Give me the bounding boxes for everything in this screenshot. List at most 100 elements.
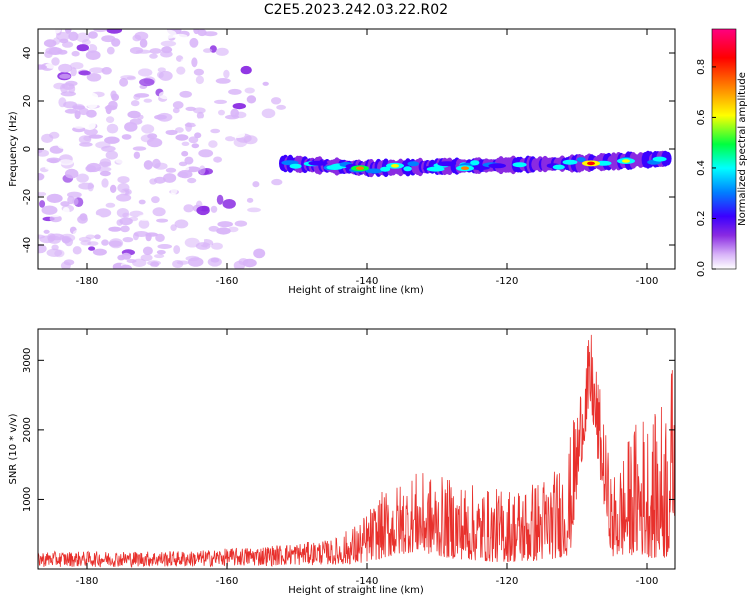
snr-y-label: SNR (10 * v/v) [8,413,19,484]
heatmap-noise-blob [163,173,177,183]
heatmap-noise-blob [216,227,231,235]
snr-ticks: -180 -160 -140 -120 -100 1000 2000 3000 [22,329,675,587]
heatmap-noise-blob [231,131,245,138]
heatmap-noise-blob [94,234,101,240]
heatmap-noise-blob [106,46,115,55]
y-tick-label: 2000 [22,417,33,442]
heatmap-noise-blob [197,29,207,37]
heatmap-peak [587,161,595,166]
heatmap-noise-blob [88,31,98,39]
heatmap-noise-blob [210,205,218,213]
heatmap-noise-blob [138,199,146,205]
heatmap-noise-blob [183,204,194,213]
heatmap-noise-blob [85,92,98,101]
heatmap-band-highlight [403,166,412,172]
heatmap-noise-blob [108,240,122,247]
heatmap-noise-blob [47,233,56,242]
heatmap-noise-blob [68,31,79,41]
heatmap-noise-blob [134,93,150,98]
heatmap-noise-blob [38,244,47,254]
heatmap-noise-blob [156,218,169,223]
heatmap-noise-blob [175,134,189,141]
heatmap-noise-blob [253,248,266,259]
heatmap-noise-blob [188,136,199,144]
heatmap-noise-blob [43,229,50,234]
heatmap-noise-blob [227,226,239,233]
heatmap-noise-blob [180,58,187,67]
heatmap-noise-blob [120,75,136,80]
heatmap-noise-blob [46,193,63,203]
colorbar-ticks: 0.0 0.2 0.4 0.6 0.8 [696,59,716,277]
heatmap-noise-blob [58,159,74,166]
heatmap-noise-blob [104,105,118,111]
heatmap-noise-blob [178,51,193,57]
heatmap-noise-blob [117,254,126,261]
heatmap-noise-blob [132,146,147,151]
heatmap-noise-blob [38,234,45,239]
heatmap-noise-blob [196,111,204,120]
heatmap-noise-blob [38,223,48,230]
heatmap-noise-blob [79,213,88,221]
heatmap-noise-blob [211,242,223,250]
heatmap-noise-blob [187,257,204,267]
heatmap-noise-blob [132,221,141,228]
heatmap-noise-blob [223,69,230,79]
heatmap-noise-blob [76,32,90,43]
heatmap-noise-blob [216,194,224,205]
heatmap-noise-blob [71,120,87,129]
heatmap-noise-blob [70,67,77,77]
x-tick-label: -120 [496,276,519,287]
x-tick-label: -120 [496,576,519,587]
heatmap-noise-blob [130,100,140,107]
heatmap-noise-blob [203,31,218,37]
heatmap-noise-blob [262,81,269,86]
heatmap-noise-blob [119,77,129,87]
heatmap-noise-blob [194,132,202,139]
heatmap-noise-blob [87,241,99,246]
heatmap-noise-blob [59,73,71,79]
heatmap-noise-blob [141,124,155,134]
colorbar-tick-label: 0.8 [696,59,707,75]
heatmap-noise-blob [134,106,142,112]
heatmap-noise-blob [193,68,204,76]
heatmap-noise-blob [134,31,149,41]
heatmap-noise-blob [78,70,91,76]
heatmap-band-highlight [576,157,586,163]
heatmap-noise-blob [172,107,180,114]
heatmap-noise-blob [61,236,70,244]
heatmap-noise-blob [138,68,153,77]
colorbar-tick-label: 0.6 [696,109,707,125]
heatmap-noise-blob [51,57,60,66]
y-tick-label: -20 [22,189,33,205]
y-tick-label: 0 [22,146,33,152]
heatmap-noise-blob [170,224,177,232]
heatmap-noise-blob [116,193,132,202]
y-tick-label: 20 [22,95,33,108]
heatmap-noise-blob [276,104,286,110]
heatmap-noise-blob [105,150,119,160]
heatmap-noise-blob [62,220,72,229]
heatmap-noise-blob [139,78,155,87]
colorbar-frame [711,28,737,270]
x-tick-label: -140 [356,276,379,287]
heatmap-noise-blob [198,149,214,158]
heatmap-noise-blob [174,219,189,229]
heatmap-noise-blob [181,141,190,146]
heatmap-noise-blob [38,64,47,70]
heatmap-noise-blob [210,128,221,134]
heatmap-noise-blob [155,233,165,242]
heatmap-noise-blob [165,129,178,136]
heatmap-noise-blob [68,84,76,94]
heatmap-band-highlight [308,160,328,166]
heatmap-noise-blob [154,162,168,170]
heatmap-noise-blob [48,158,59,164]
x-tick-label: -100 [636,576,659,587]
heatmap-noise-blob [194,118,209,128]
heatmap-noise-blob [53,82,66,90]
heatmap-peak [356,166,364,170]
heatmap-noise-blob [203,48,213,53]
heatmap-noise-blob [60,91,76,97]
heatmap-noise-blob [191,57,198,68]
heatmap-noise-blob [230,108,239,118]
heatmap-noise-blob [143,160,153,170]
